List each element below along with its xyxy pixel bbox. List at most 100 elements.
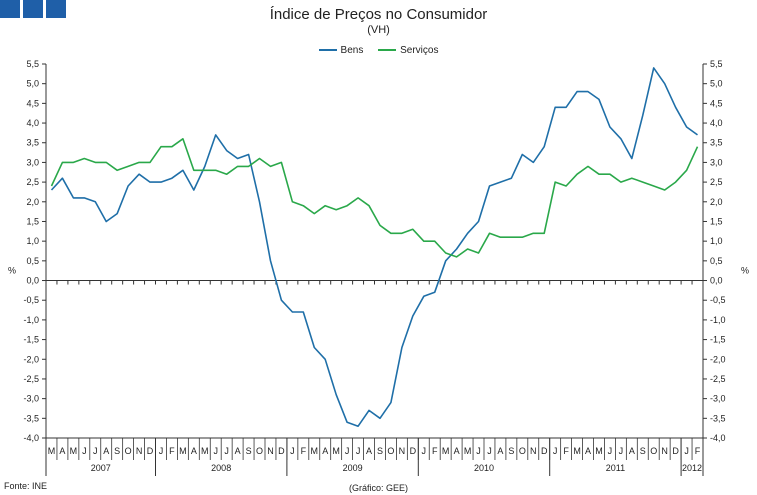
y-tick-label-right: -1,5 [710,335,726,345]
y-tick-label-left: 2,5 [26,177,39,187]
y-tick-label-left: 4,0 [26,118,39,128]
y-tick-label-right: 4,5 [710,98,723,108]
month-label: S [114,446,120,456]
logo-square-1 [0,0,20,18]
y-tick-label-left: -4,0 [23,433,39,443]
y-tick-label-left: -3,0 [23,394,39,404]
month-label: A [366,446,372,456]
y-tick-label-right: 4,0 [710,118,723,128]
chart-credit: (Gráfico: GEE) [348,483,408,493]
month-label: M [311,446,319,456]
legend-label-servicos: Serviços [400,44,439,56]
chart-title: Índice de Preços no Consumidor [269,6,488,23]
series-line-servicos [50,138,699,258]
y-tick-label-right: 0,5 [710,256,723,266]
month-label: J [82,446,87,456]
y-tick-label-left: 0,5 [26,256,39,266]
year-label: 2007 [91,463,111,473]
legend-swatch-bens [318,49,337,51]
month-label: S [508,446,514,456]
y-tick-label-left: 1,0 [26,236,39,246]
month-label: J [213,446,218,456]
source-note: Fonte: INE [4,481,48,491]
year-label: 2011 [606,463,625,473]
month-label: A [629,446,635,456]
month-label: S [377,446,383,456]
y-tick-label-right: 1,0 [710,236,723,246]
year-label: 2012 [682,463,702,473]
month-label: A [59,446,65,456]
year-label: 2010 [474,463,494,473]
y-tick-label-left: 1,5 [26,216,39,226]
month-label: M [573,446,581,456]
y-tick-label-left: -1,0 [23,315,39,325]
month-label: A [454,446,460,456]
month-label: N [530,446,537,456]
month-label: F [169,446,175,456]
month-label: O [256,446,263,456]
month-label: M [464,446,472,456]
chart-subtitle: (VH) [367,24,390,36]
y-tick-label-right: 5,5 [710,59,723,69]
month-label: J [487,446,492,456]
y-tick-label-left: 0,0 [26,276,39,286]
month-label: S [640,446,646,456]
month-label: A [322,446,328,456]
y-tick-label-left: -2,0 [23,354,39,364]
month-label: S [246,446,252,456]
chart-legend: Bens Serviços [0,43,757,56]
month-label: A [235,446,241,456]
month-label: N [136,446,143,456]
month-label: F [432,446,438,456]
month-label: J [159,446,164,456]
y-tick-label-left: -1,5 [23,335,39,345]
month-label: J [345,446,350,456]
y-tick-label-right: -2,5 [710,374,726,384]
y-tick-label-left: 5,0 [26,79,39,89]
y-axis-label-left: % [8,266,16,276]
year-label: 2008 [211,463,231,473]
y-tick-label-left: 4,5 [26,98,39,108]
logo-square-2 [23,0,43,18]
month-label: M [70,446,78,456]
month-label: A [585,446,591,456]
month-label: J [356,446,361,456]
month-label: D [147,446,154,456]
y-tick-label-left: 3,0 [26,157,39,167]
month-label: N [399,446,406,456]
series-line-bens [50,67,698,428]
month-label: J [422,446,427,456]
y-tick-label-right: -4,0 [710,433,726,443]
logo-square-3 [46,0,66,18]
y-tick-label-right: -2,0 [710,354,726,364]
y-tick-label-left: 2,0 [26,197,39,207]
month-label: M [179,446,187,456]
year-label: 2009 [343,463,363,473]
month-label: M [442,446,450,456]
legend-item-bens: Bens [318,44,364,56]
month-label: F [301,446,307,456]
month-label: D [541,446,548,456]
month-label: O [519,446,526,456]
month-label: O [650,446,657,456]
month-label: J [608,446,613,456]
legend-label-bens: Bens [340,44,364,56]
month-label: O [387,446,394,456]
y-tick-label-right: 2,0 [710,197,723,207]
month-label: N [661,446,668,456]
y-tick-label-right: 2,5 [710,177,723,187]
month-label: M [201,446,209,456]
legend-swatch-servicos [378,49,397,51]
month-label: F [695,446,701,456]
y-tick-label-right: -0,5 [710,295,726,305]
month-label: J [93,446,98,456]
y-axis-label-right: % [741,266,749,276]
month-label: D [672,446,679,456]
month-label: J [476,446,481,456]
y-tick-label-left: -3,5 [23,413,39,423]
month-label: A [103,446,109,456]
month-label: M [332,446,340,456]
y-tick-label-right: 3,5 [710,138,723,148]
legend-item-servicos: Serviços [378,45,438,56]
